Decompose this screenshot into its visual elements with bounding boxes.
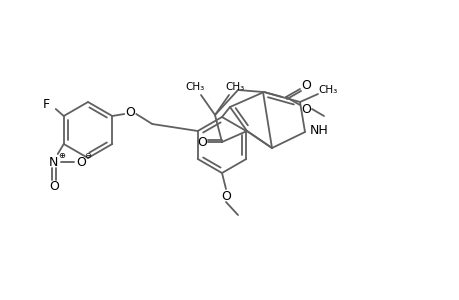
Text: O: O [125, 106, 135, 118]
Text: N: N [49, 155, 58, 169]
Text: O: O [300, 79, 310, 92]
Text: ⊖: ⊖ [84, 151, 91, 160]
Text: F: F [43, 98, 50, 110]
Text: O: O [300, 103, 310, 116]
Text: O: O [76, 155, 85, 169]
Text: ⊕: ⊕ [58, 151, 65, 160]
Text: O: O [49, 179, 59, 193]
Text: O: O [196, 136, 207, 148]
Text: CH₃: CH₃ [225, 82, 244, 92]
Text: CH₃: CH₃ [318, 85, 337, 95]
Text: O: O [221, 190, 230, 202]
Text: NH: NH [309, 124, 328, 136]
Text: CH₃: CH₃ [185, 82, 204, 92]
